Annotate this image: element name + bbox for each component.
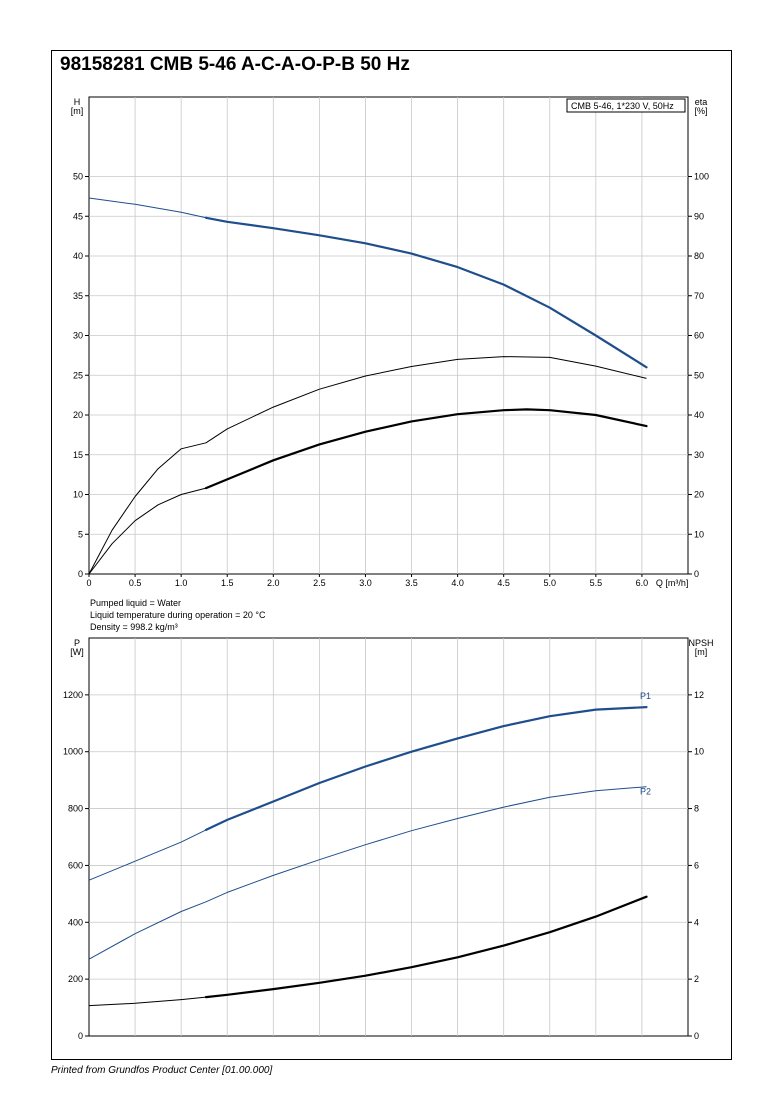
chart1-left-tick-label: 5 bbox=[78, 529, 83, 539]
chart2-series-label-p2: P2 bbox=[640, 787, 651, 797]
chart2-series-3-line bbox=[88, 996, 207, 1007]
chart2-series-label-p1: P1 bbox=[640, 691, 651, 701]
chart1-series-1-line bbox=[88, 197, 207, 219]
chart1-left-axis-label: H bbox=[74, 97, 81, 107]
chart1-right-tick-label: 70 bbox=[694, 291, 704, 301]
chart1-left-tick-label: 50 bbox=[73, 172, 83, 182]
chart1-right-tick-label: 0 bbox=[694, 569, 699, 579]
chart1-x-axis-label: Q [m³/h] bbox=[656, 578, 689, 588]
chart1-left-tick-label: 45 bbox=[73, 211, 83, 221]
chart1-legend-text: CMB 5-46, 1*230 V, 50Hz bbox=[571, 101, 674, 111]
chart1-series-1-line-operating bbox=[204, 216, 648, 369]
chart2-left-tick-label: 200 bbox=[68, 974, 83, 984]
chart2-left-tick-label: 1200 bbox=[63, 690, 83, 700]
chart1-right-tick-label: 20 bbox=[694, 490, 704, 500]
page-title: 98158281 CMB 5-46 A-C-A-O-P-B 50 Hz bbox=[60, 54, 410, 75]
chart2-right-axis-label-unit: [m] bbox=[695, 647, 708, 657]
chart1-x-tick-label: 1.0 bbox=[175, 578, 188, 588]
chart1-left-tick-label: 30 bbox=[73, 331, 83, 341]
chart1-right-tick-label: 40 bbox=[694, 410, 704, 420]
chart1-left-tick-label: 20 bbox=[73, 410, 83, 420]
chart1-right-tick-label: 10 bbox=[694, 529, 704, 539]
chart1-x-tick-label: 2.0 bbox=[267, 578, 280, 588]
chart1-x-tick-label: 3.0 bbox=[359, 578, 372, 588]
chart1-right-tick-label: 80 bbox=[694, 251, 704, 261]
chart1-left-tick-label: 25 bbox=[73, 370, 83, 380]
chart1-x-tick-label: 5.0 bbox=[544, 578, 557, 588]
datasheet-frame: 98158281 CMB 5-46 A-C-A-O-P-B 50 Hz bbox=[51, 50, 732, 1060]
chart2-left-tick-label: 800 bbox=[68, 804, 83, 814]
chart1-right-tick-label: 50 bbox=[694, 370, 704, 380]
chart2-left-tick-label: 0 bbox=[78, 1031, 83, 1041]
chart1-left-tick-label: 15 bbox=[73, 450, 83, 460]
chart1-series-2-line bbox=[88, 356, 647, 575]
note-pumped-liquid: Pumped liquid = Water bbox=[90, 598, 181, 608]
chart1-right-axis-label-unit: [%] bbox=[694, 106, 707, 116]
chart2-series-p1-line-operating bbox=[204, 706, 648, 831]
chart1-right-tick-label: 60 bbox=[694, 331, 704, 341]
chart1-x-tick-label: 4.0 bbox=[451, 578, 464, 588]
chart1-right-tick-label: 30 bbox=[694, 450, 704, 460]
chart2-series-p2-line bbox=[88, 786, 647, 960]
chart1-right-tick-label: 100 bbox=[694, 172, 709, 182]
chart1-series-3-line bbox=[88, 487, 207, 575]
liquid-notes: Pumped liquid = Water Liquid temperature… bbox=[90, 597, 265, 633]
chart1-x-tick-label: 1.5 bbox=[221, 578, 234, 588]
chart1-right-axis-label: eta bbox=[695, 97, 708, 107]
note-density: Density = 998.2 kg/m³ bbox=[90, 622, 178, 632]
chart1-legend-box bbox=[566, 98, 686, 113]
note-liquid-temperature: Liquid temperature during operation = 20… bbox=[90, 610, 266, 620]
chart2-left-axis-label-unit: [W] bbox=[70, 647, 84, 657]
chart2-right-tick-label: 12 bbox=[694, 690, 704, 700]
chart2-right-tick-label: 0 bbox=[694, 1031, 699, 1041]
chart1-series-3-line-operating bbox=[204, 408, 648, 490]
chart1-right-tick-label: 90 bbox=[694, 211, 704, 221]
chart1-x-tick-label: 2.5 bbox=[313, 578, 326, 588]
chart1-x-tick-label: 6.0 bbox=[636, 578, 649, 588]
chart1-x-tick-label: 4.5 bbox=[497, 578, 510, 588]
chart2-left-tick-label: 400 bbox=[68, 917, 83, 927]
chart1-x-tick-label: 3.5 bbox=[405, 578, 418, 588]
chart2-left-axis-label: P bbox=[74, 638, 80, 648]
chart1-x-tick-label: 0.5 bbox=[129, 578, 142, 588]
chart2-right-tick-label: 4 bbox=[694, 917, 699, 927]
chart1-x-tick-label: 0 bbox=[86, 578, 91, 588]
chart2-series-p1-line bbox=[88, 829, 207, 881]
chart2-series-3-line-operating bbox=[204, 895, 648, 999]
chart2-plot-area bbox=[88, 637, 689, 1037]
chart2-right-tick-label: 8 bbox=[694, 804, 699, 814]
chart1-x-tick-label: 5.5 bbox=[590, 578, 603, 588]
chart1-left-tick-label: 10 bbox=[73, 490, 83, 500]
chart1-left-axis-label-unit: [m] bbox=[71, 106, 84, 116]
chart1-left-tick-label: 35 bbox=[73, 291, 83, 301]
chart2-left-tick-label: 1000 bbox=[63, 747, 83, 757]
chart2-right-tick-label: 2 bbox=[694, 974, 699, 984]
chart2-right-tick-label: 10 bbox=[694, 747, 704, 757]
footer-printed-from: Printed from Grundfos Product Center [01… bbox=[51, 1065, 273, 1076]
chart2-right-axis-label: NPSH bbox=[688, 638, 713, 648]
chart1-left-tick-label: 40 bbox=[73, 251, 83, 261]
chart1-left-tick-label: 0 bbox=[78, 569, 83, 579]
chart2-right-tick-label: 6 bbox=[694, 860, 699, 870]
chart2-left-tick-label: 600 bbox=[68, 860, 83, 870]
